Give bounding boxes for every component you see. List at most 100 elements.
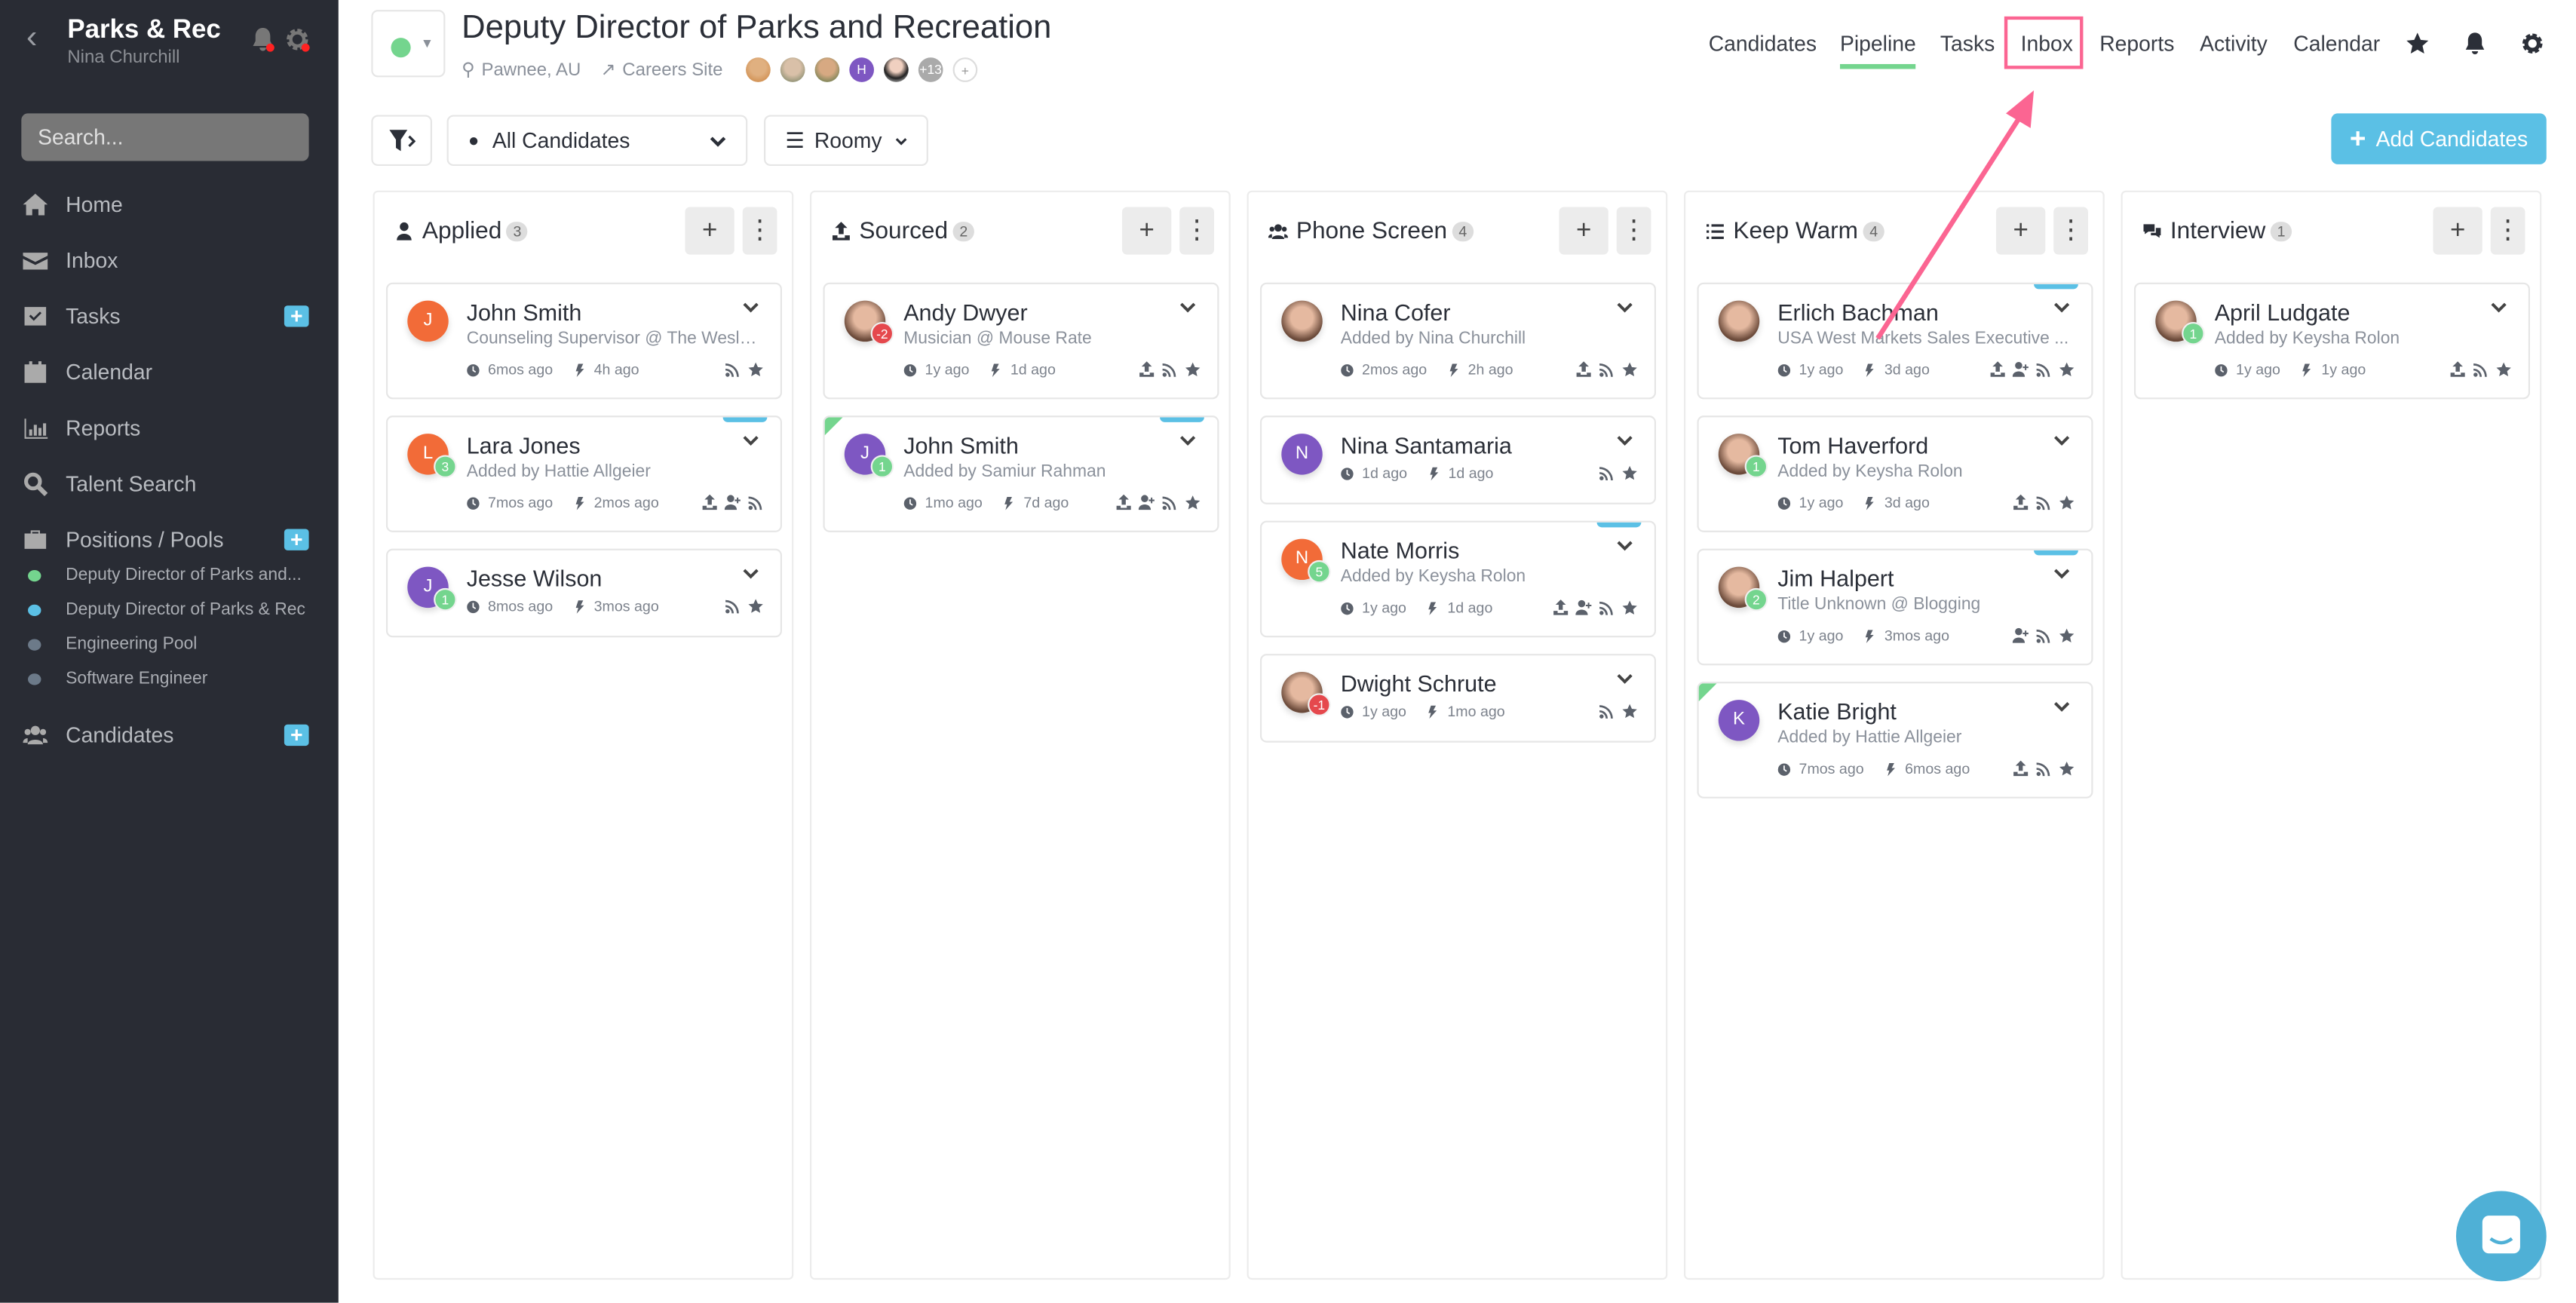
add-candidate-to-stage-button[interactable]: + <box>2433 207 2482 255</box>
sidebar-item-positions-pools[interactable]: Positions / Pools + <box>21 523 309 556</box>
chevron-down-icon[interactable] <box>2053 301 2070 314</box>
back-chevron-icon[interactable]: ‹ <box>26 20 38 57</box>
candidate-card[interactable]: Erlich Bachman USA West Markets Sales Ex… <box>1697 282 2093 400</box>
chevron-down-icon[interactable] <box>2491 301 2507 314</box>
sidebar-item-tasks[interactable]: Tasks + <box>21 299 309 332</box>
column-menu-button[interactable]: ⋮ <box>742 207 777 255</box>
chevron-down-icon[interactable] <box>2053 567 2070 580</box>
upload-icon[interactable] <box>1575 361 1592 378</box>
chevron-down-icon[interactable] <box>1617 539 1633 552</box>
tab-inbox[interactable]: Inbox <box>2020 31 2073 57</box>
rss-icon[interactable] <box>1599 465 1615 482</box>
candidate-card[interactable]: -2 Andy Dwyer Musician @ Mouse Rate 1y a… <box>823 282 1219 400</box>
candidate-name[interactable]: Jim Halpert <box>1777 565 1894 592</box>
team-avatar[interactable] <box>814 57 840 82</box>
chevron-down-icon[interactable] <box>1617 301 1633 314</box>
star-icon[interactable] <box>2059 627 2075 644</box>
upload-icon[interactable] <box>1553 599 1569 616</box>
star-icon[interactable] <box>2059 361 2075 378</box>
sidebar-position-item[interactable]: Software Engineer <box>28 667 315 689</box>
add-candidate-to-stage-button[interactable]: + <box>685 207 734 255</box>
filter-toggle-button[interactable] <box>371 115 432 167</box>
sidebar-item-calendar[interactable]: Calendar <box>21 355 308 388</box>
upload-icon[interactable] <box>1139 361 1155 378</box>
candidate-card[interactable]: N 5 Nate Morris Added by Keysha Rolon 1y… <box>1259 520 1656 638</box>
sidebar-item-reports[interactable]: Reports <box>21 411 308 444</box>
candidate-card[interactable]: J 1 Jesse Wilson 8mos ago 3mos ago <box>385 548 782 638</box>
star-icon[interactable] <box>747 598 764 615</box>
star-icon[interactable] <box>1621 703 1638 719</box>
star-icon[interactable] <box>2059 761 2075 777</box>
upload-icon[interactable] <box>1115 494 1132 511</box>
candidate-card[interactable]: J 1 John Smith Added by Samiur Rahman 1m… <box>823 415 1219 532</box>
candidate-name[interactable]: Lara Jones <box>466 431 581 458</box>
rss-icon[interactable] <box>1161 495 1178 511</box>
candidate-card[interactable]: Nina Cofer Added by Nina Churchill 2mos … <box>1259 282 1656 400</box>
candidate-card[interactable]: -1 Dwight Schrute 1y ago 1mo ago <box>1259 654 1656 743</box>
add-team-member-button[interactable]: + <box>952 57 978 82</box>
sidebar-position-item[interactable]: Engineering Pool <box>28 633 315 656</box>
star-icon[interactable] <box>1621 361 1638 378</box>
candidate-card[interactable]: K Katie Bright Added by Hattie Allgeier … <box>1697 682 2093 799</box>
upload-icon[interactable] <box>2449 361 2466 378</box>
status-dropdown[interactable]: ▼ <box>371 10 446 78</box>
column-menu-button[interactable]: ⋮ <box>2490 207 2525 255</box>
sidebar-item-candidates[interactable]: Candidates + <box>21 718 309 751</box>
tab-candidates[interactable]: Candidates <box>1708 31 1817 57</box>
tab-calendar[interactable]: Calendar <box>2293 31 2381 57</box>
gear-icon[interactable] <box>284 26 311 53</box>
sidebar-item-inbox[interactable]: Inbox <box>21 243 308 276</box>
rss-icon[interactable] <box>1599 599 1615 616</box>
upload-icon[interactable] <box>1989 361 2006 378</box>
candidate-name[interactable]: Tom Haverford <box>1777 431 1929 458</box>
candidate-name[interactable]: Katie Bright <box>1777 697 1897 725</box>
candidate-name[interactable]: April Ludgate <box>2214 299 2351 326</box>
add-candidate-to-stage-button[interactable]: + <box>1121 207 1172 255</box>
user-plus-icon[interactable] <box>724 495 741 511</box>
sidebar-position-item[interactable]: Deputy Director of Parks and... <box>28 563 315 587</box>
chevron-down-icon[interactable] <box>1617 672 1633 685</box>
chat-launcher-button[interactable] <box>2455 1191 2547 1282</box>
candidate-filter-dropdown[interactable]: ● All Candidates <box>446 115 748 167</box>
rss-icon[interactable] <box>2035 495 2052 511</box>
team-avatar[interactable]: H <box>849 57 874 82</box>
star-icon[interactable] <box>1185 361 1201 378</box>
candidate-name[interactable]: Jesse Wilson <box>466 565 603 592</box>
rss-icon[interactable] <box>725 598 741 615</box>
candidate-name[interactable]: Andy Dwyer <box>903 299 1028 326</box>
candidate-card[interactable]: L 3 Lara Jones Added by Hattie Allgeier … <box>385 415 782 532</box>
candidate-card[interactable]: N Nina Santamaria 1d ago 1d ago <box>1259 415 1656 504</box>
tab-reports[interactable]: Reports <box>2099 31 2175 57</box>
chevron-down-icon[interactable] <box>743 434 759 446</box>
team-avatar[interactable] <box>746 57 771 82</box>
add-button[interactable]: + <box>284 528 309 550</box>
view-density-dropdown[interactable]: ☰ Roomy <box>764 115 928 167</box>
chevron-down-icon[interactable] <box>2053 434 2070 446</box>
bell-icon[interactable] <box>2463 31 2488 56</box>
star-icon[interactable] <box>2405 31 2430 56</box>
candidate-name[interactable]: John Smith <box>466 299 582 326</box>
candidate-name[interactable]: Nina Santamaria <box>1340 431 1512 458</box>
upload-icon[interactable] <box>701 494 718 511</box>
user-plus-icon[interactable] <box>2012 361 2029 378</box>
candidate-name[interactable]: Dwight Schrute <box>1340 670 1497 697</box>
sidebar-item-talent-search[interactable]: Talent Search <box>21 467 308 500</box>
sidebar-position-item[interactable]: Deputy Director of Parks & Rec <box>28 598 315 621</box>
rss-icon[interactable] <box>1599 361 1615 378</box>
bell-icon[interactable] <box>250 26 276 53</box>
candidate-name[interactable]: Erlich Bachman <box>1777 299 1939 326</box>
star-icon[interactable] <box>2495 361 2512 378</box>
star-icon[interactable] <box>1621 599 1638 616</box>
chevron-down-icon[interactable] <box>1179 301 1196 314</box>
column-menu-button[interactable]: ⋮ <box>1179 207 1214 255</box>
tab-activity[interactable]: Activity <box>2200 31 2268 57</box>
rss-icon[interactable] <box>747 495 764 511</box>
user-plus-icon[interactable] <box>1575 599 1592 616</box>
rss-icon[interactable] <box>1161 361 1178 378</box>
candidate-name[interactable]: Nate Morris <box>1340 537 1460 564</box>
rss-icon[interactable] <box>725 361 741 378</box>
candidate-name[interactable]: Nina Cofer <box>1340 299 1451 326</box>
rss-icon[interactable] <box>1599 703 1615 719</box>
settings-gear-icon[interactable] <box>2520 31 2545 56</box>
chevron-down-icon[interactable] <box>1617 434 1633 446</box>
